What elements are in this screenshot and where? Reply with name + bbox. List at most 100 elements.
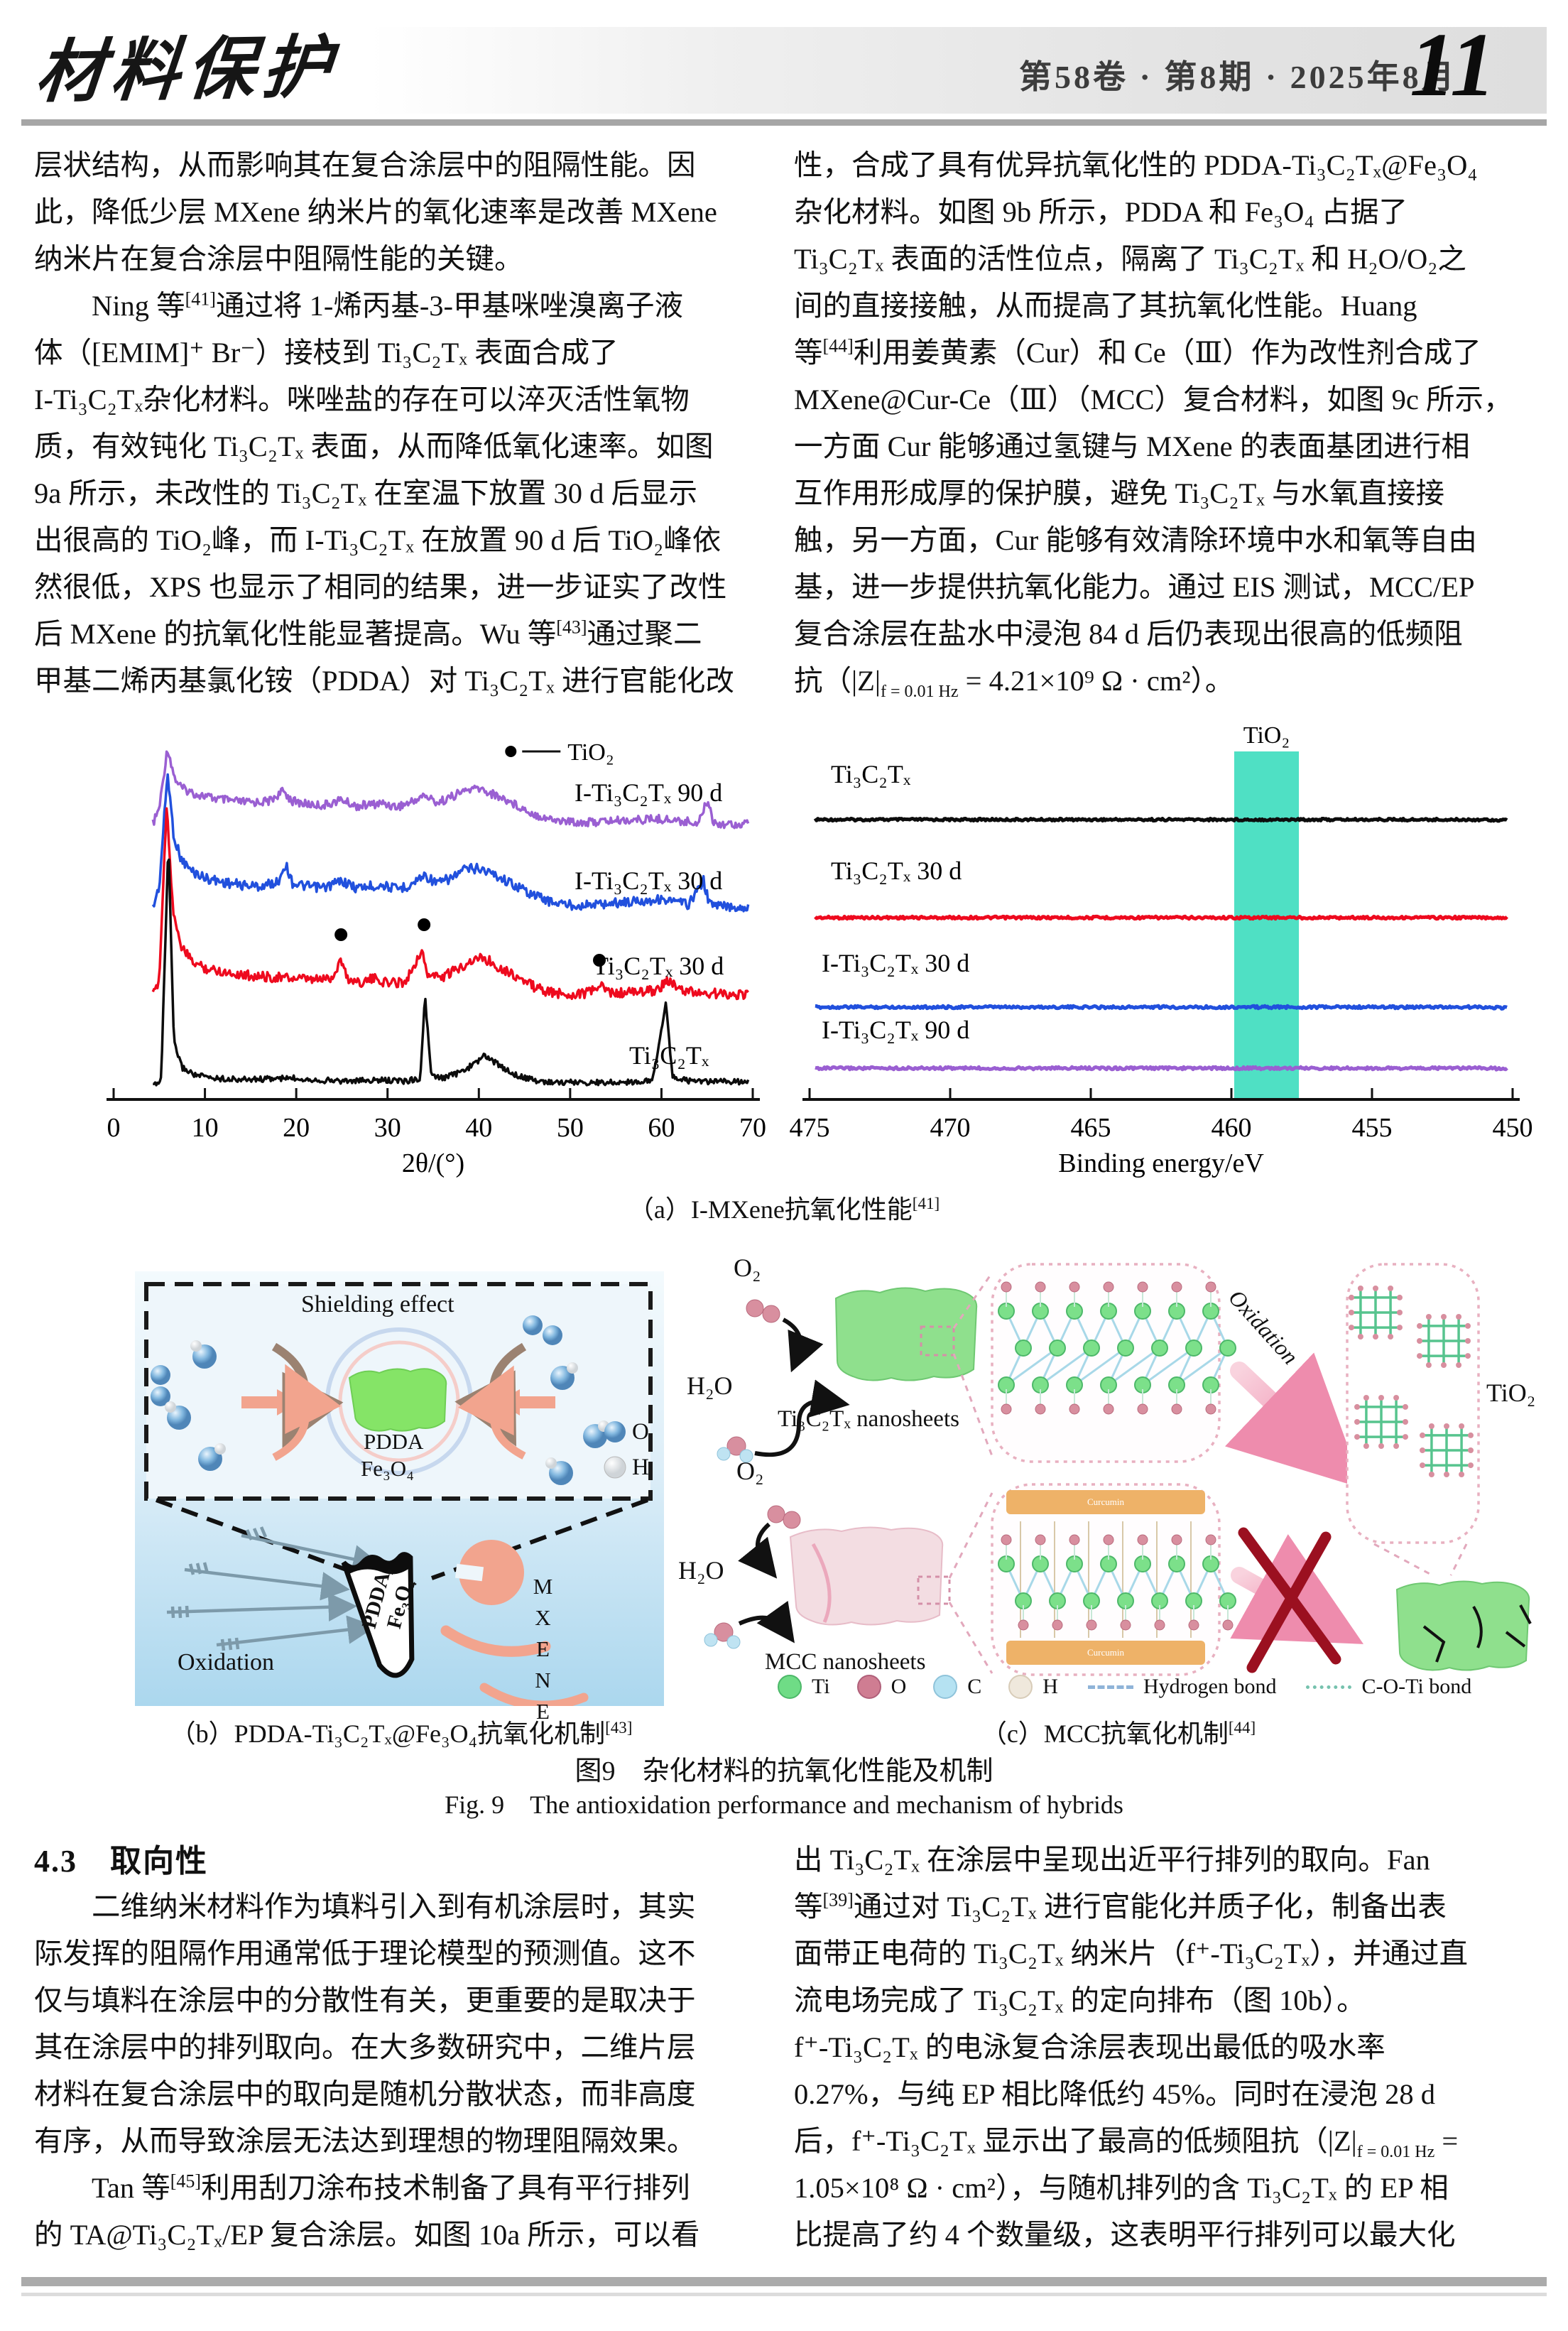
text-line: 仅与填料在涂层中的分散性有关，更重要的是取决于 xyxy=(34,1984,696,2016)
o2-label-top: O₂ xyxy=(734,1254,761,1282)
deflect-arc-left-bottom xyxy=(272,1364,342,1461)
h2o-label-top: H₂O xyxy=(687,1371,733,1400)
hydrogen-bond-icon xyxy=(1087,1685,1133,1689)
series-label: Ti₃C₂Tₓ xyxy=(831,760,911,788)
series-Ti₃C₂Tₓ 30 d xyxy=(151,807,749,1001)
c-legend-icon xyxy=(933,1675,958,1699)
x-tick-label: 470 xyxy=(930,1113,971,1143)
x-tick-label: 60 xyxy=(648,1113,675,1143)
deflect-arc-right-bottom xyxy=(457,1365,526,1460)
text-line: 基，进一步提供抗氧化能力。通过 EIS 测试，MCC/EP xyxy=(794,571,1475,603)
panel-b-diagram: Shielding effect PDDA Fe₃O₄ O H Oxidatio… xyxy=(135,1271,664,1730)
text-line: 际发挥的阻隔作用通常低于理论模型的预测值。这不 xyxy=(34,1938,696,1969)
coti-bond-icon xyxy=(1306,1685,1352,1689)
ti-legend-icon xyxy=(778,1675,802,1699)
text-line: 比提高了约 4 个数量级，这表明平行排列可以最大化 xyxy=(794,2219,1456,2251)
band-label: TiO₂ xyxy=(1243,722,1290,749)
fe3o4-label: Fe₃O₄ xyxy=(361,1456,415,1481)
o-legend-icon xyxy=(856,1675,881,1699)
h-legend-label: H xyxy=(1042,1675,1058,1698)
zoom-line-bot-2 xyxy=(948,1602,993,1674)
figure-caption-zh: 图9 杂化材料的抗氧化性能及机制 xyxy=(575,1756,993,1786)
x-tick-label: 455 xyxy=(1352,1113,1393,1143)
issue-info: 第58卷 · 第8期 · 2025年8月 xyxy=(1019,59,1457,95)
zoom-line-bot-1 xyxy=(948,1492,993,1579)
zoom-rect-top xyxy=(920,1325,955,1357)
h2o-molecule-top xyxy=(717,1436,753,1463)
tio2-funnel-1 xyxy=(1373,1543,1433,1577)
journal-logo: 材料保护 xyxy=(33,29,342,111)
text-line: 二维纳米材料作为填料引入到有机涂层时，其实 xyxy=(34,1891,696,1923)
text-line: 甲基二烯丙基氯化铵（PDDA）对 Ti₃C₂Tₓ 进行官能化改 xyxy=(34,665,734,697)
curcumin-bar-top: Curcumin xyxy=(1006,1490,1205,1514)
text-line: MXene@Cur-Ce（Ⅲ）（MCC）复合材料，如图 9c 所示， xyxy=(794,384,1513,415)
text-line: 抗（|Z|f = 0.01 Hz = 4.21×10⁹ Ω · cm²）。 xyxy=(794,665,1234,702)
text-line: 其在涂层中的排列取向。在大多数研究中，二维片层 xyxy=(34,2031,696,2063)
text-line: 此，降低少层 MXene 纳米片的氧化速率是改善 MXene xyxy=(34,196,717,228)
series-Ti₃C₂Tₓ xyxy=(153,858,750,1087)
mxene-crescent-1 xyxy=(440,1625,551,1657)
ti-nanosheets-label: Ti₃C₂Tₓ nanosheets xyxy=(778,1406,959,1432)
red-x xyxy=(1238,1527,1341,1673)
x-tick-label: 450 xyxy=(1493,1113,1533,1143)
text-line: 等[39]通过对 Ti₃C₂Tₓ 进行官能化并质子化，制备出表 xyxy=(794,1889,1447,1923)
pdda-label: PDDA xyxy=(364,1429,424,1454)
series-label: I-Ti₃C₂Tₓ 90 d xyxy=(575,778,722,807)
x-axis-title: 2θ/(°) xyxy=(402,1148,464,1178)
h2o-arrow-top xyxy=(754,1379,850,1457)
page-number: 11 xyxy=(1410,14,1496,115)
text-line: Ning 等[41]通过将 1-烯丙基-3-甲基咪唑溴离子液 xyxy=(34,288,684,322)
x-tick-label: 70 xyxy=(739,1113,766,1143)
oxidation-arrow-c xyxy=(1224,1352,1363,1489)
section-heading: 4.3 取向性 xyxy=(34,1844,208,1879)
text-line: 出 Ti₃C₂Tₓ 在涂层中呈现出近平行排列的取向。Fan xyxy=(794,1844,1430,1876)
text-line: 触，另一方面，Cur 能够有效清除环境中水和氧等自由 xyxy=(794,524,1477,556)
shield-banner xyxy=(341,1552,415,1678)
hydrogen-bond-label: Hydrogen bond xyxy=(1143,1675,1277,1698)
text-line: 1.05×10⁸ Ω · cm²），与随机排列的含 Ti₃C₂Tₓ 的 EP 相 xyxy=(794,2172,1449,2204)
series-I-Ti₃C₂Tₓ 90 d xyxy=(815,1065,1508,1072)
x-tick-label: 465 xyxy=(1071,1113,1111,1143)
legend-o-sphere xyxy=(604,1421,626,1442)
mxene-piece-notch xyxy=(454,1563,484,1582)
cracks xyxy=(1422,1604,1532,1663)
x-tick-label: 40 xyxy=(465,1113,492,1143)
series-label: Ti₃C₂Tₓ 30 d xyxy=(593,952,724,980)
series-label: Ti₃C₂Tₓ xyxy=(629,1041,709,1070)
tio2-peak-dot xyxy=(334,928,348,941)
header-band xyxy=(369,27,1547,114)
highlight-band xyxy=(1234,751,1300,1099)
header-rule xyxy=(21,119,1547,126)
o2-molecule-bottom xyxy=(767,1505,801,1529)
text-line: 体（[EMIM]⁺ Br⁻）接枝到 Ti₃C₂Tₓ 表面合成了 xyxy=(34,337,619,369)
coti-bond-label: C-O-Ti bond xyxy=(1361,1675,1472,1698)
mxene-sheet-green xyxy=(348,1368,447,1432)
h2o-molecule-bottom xyxy=(704,1622,741,1649)
text-line: 出很高的 TiO₂峰，而 I-Ti₃C₂Tₓ 在放置 90 d 后 TiO₂峰依 xyxy=(34,524,722,556)
column-top-right: 性，合成了具有优异抗氧化性的 PDDA-Ti₃C₂Tₓ@Fe₃O₄ 杂化材料。如图… xyxy=(794,142,1538,705)
shielding-effect-label: Shielding effect xyxy=(301,1291,454,1317)
panel-c-diagram: O₂ H₂O Ti₃C₂Tₓ nanosheets Oxidation TiO₂… xyxy=(671,1243,1566,1706)
mxene-piece-circle xyxy=(459,1540,524,1605)
o2-arrow-top xyxy=(782,1317,824,1373)
legend-marker xyxy=(505,746,517,757)
text-line: 等[44]利用姜黄素（Cur）和 Ce（Ⅲ）作为改性剂合成了 xyxy=(794,335,1481,369)
series-label: Ti₃C₂Tₓ 30 d xyxy=(831,857,962,885)
figure-caption-en: Fig. 9 The antioxidation performance and… xyxy=(445,1791,1123,1819)
text-line: 纳米片在复合涂层中阻隔性能的关键。 xyxy=(34,243,523,275)
legend-h-sphere xyxy=(604,1456,626,1479)
series-label: I-Ti₃C₂Tₓ 30 d xyxy=(575,866,722,895)
legend-o-label: O xyxy=(632,1419,649,1445)
legend-h-label: H xyxy=(632,1455,649,1480)
text-line: 性，合成了具有优异抗氧化性的 PDDA-Ti₃C₂Tₓ@Fe₃O₄ xyxy=(794,149,1478,181)
tio2-funnel-2 xyxy=(1449,1543,1468,1576)
text-line: 质，有效钝化 Ti₃C₂Tₓ 表面，从而降低氧化速率。如图 xyxy=(34,430,714,462)
mxene-vertical-label: MXENE xyxy=(530,1574,555,1730)
x-axis-title: Binding energy/eV xyxy=(1058,1148,1264,1178)
curcumin-links xyxy=(1020,1521,1192,1638)
text-line: 后，f⁺-Ti₃C₂Tₓ 显示出了最高的低频阻抗（|Z|f = 0.01 Hz … xyxy=(794,2125,1459,2162)
xrd-chart: 0 10 20 30 40 50 60 70 2θ/(°) I-Ti₃C₂Tₓ 90 d I-Ti₃… xyxy=(107,739,766,1178)
xps-chart: TiO₂ 475 470 465 460 455 450 Binding energy/eV T… xyxy=(790,722,1533,1178)
series-label: I-Ti₃C₂Tₓ 30 d xyxy=(822,949,969,977)
